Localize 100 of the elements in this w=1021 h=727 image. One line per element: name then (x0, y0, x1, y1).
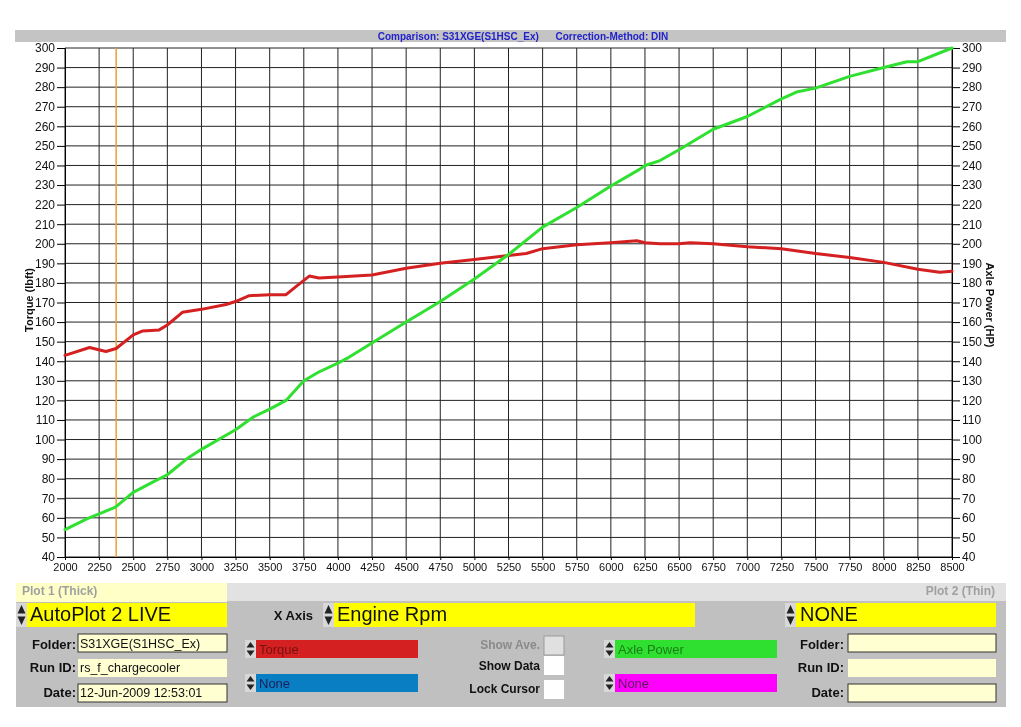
y-tick-label: 260 (34, 119, 56, 134)
text: Torque (259, 642, 299, 657)
y-tick-label: 210 (34, 217, 56, 232)
y2-tick-label: 70 (962, 491, 976, 506)
y2-tick-label: 300 (962, 41, 983, 56)
x-tick-label: 8250 (906, 560, 931, 573)
y2-tick-label: 90 (962, 452, 976, 467)
y-tick-label: 130 (34, 374, 56, 389)
text: Run ID: (797, 660, 844, 675)
x-tick-label: 4750 (428, 560, 454, 573)
y-tick-label: 50 (41, 530, 56, 545)
text: NONE (800, 603, 858, 625)
y2-tick-label: 230 (962, 178, 983, 193)
y-tick-label: 240 (34, 158, 56, 173)
text: AutoPlot 2 LIVE (30, 603, 172, 625)
x-tick-label: 8000 (872, 560, 897, 573)
text: Folder: (799, 637, 844, 652)
y2-tick-label: 80 (962, 472, 976, 487)
text: None (618, 676, 650, 691)
text: Folder: (31, 637, 76, 652)
x-tick-label: 3000 (189, 560, 215, 573)
y-tick-label: 70 (41, 491, 56, 506)
y2-tick-label: 210 (962, 217, 983, 232)
y2-tick-label: 100 (962, 432, 983, 447)
y-tick-label: 290 (34, 60, 56, 75)
x-tick-label: 5500 (530, 560, 556, 573)
text: rs_f_chargecooler (80, 661, 181, 675)
x-tick-label: 7750 (837, 560, 863, 573)
y-tick-label: 280 (34, 80, 56, 95)
y-tick-label: 200 (34, 237, 56, 252)
y2-tick-label: 200 (962, 237, 983, 252)
y2-tick-label: 220 (962, 197, 983, 212)
text: X Axis (273, 608, 313, 623)
y-tick-label: 300 (34, 41, 56, 56)
x-tick-label: 5250 (496, 560, 522, 573)
x-tick-label: 3250 (223, 560, 249, 573)
x-axis-title: Engine Rpm (337, 603, 448, 625)
y2-tick-label: 190 (962, 256, 983, 271)
y2-axis-title: Axle Power (HP) (984, 262, 996, 348)
text: Date: (43, 685, 76, 700)
chart-subtitle: Comparison: S31XGE(S1HSC_Ex) Correction-Method: DIN (377, 30, 669, 42)
y2-tick-label: 170 (962, 295, 983, 310)
text: Show Data (478, 659, 541, 673)
y2-tick-label: 60 (962, 511, 976, 526)
text: 12-Jun-2009 12:53:01 (80, 686, 203, 700)
x-tick-label: 8500 (940, 560, 965, 573)
y-axis-title: Torque (lbft) (23, 267, 35, 332)
x-tick-label: 5750 (564, 560, 590, 573)
x-tick-label: 7250 (769, 560, 795, 573)
y2-tick-label: 260 (962, 119, 983, 134)
y2-tick-label: 110 (962, 413, 982, 428)
y-tick-label: 60 (41, 511, 56, 526)
x-tick-label: 2500 (121, 560, 146, 573)
y-tick-label: 180 (34, 276, 56, 291)
y2-tick-label: 160 (962, 315, 983, 330)
x-tick-label: 6250 (633, 560, 658, 573)
text: Run ID: (29, 660, 76, 675)
text: Plot 1 (Thick) (22, 584, 98, 598)
y2-tick-label: 130 (962, 374, 983, 389)
y2-tick-label: 120 (962, 393, 983, 408)
x-tick-label: 2250 (87, 560, 112, 573)
x-tick-label: 2750 (155, 560, 181, 573)
y2-tick-label: 140 (962, 354, 983, 369)
x-tick-label: 4000 (326, 560, 351, 573)
x-tick-label: 3500 (257, 560, 283, 573)
text: None (259, 676, 291, 691)
y2-tick-label: 50 (962, 530, 976, 545)
y2-tick-label: 280 (962, 80, 983, 95)
y-tick-label: 230 (34, 178, 56, 193)
x-tick-label: 4250 (360, 560, 385, 573)
x-tick-label: 6750 (701, 560, 726, 573)
y2-tick-label: 250 (962, 139, 983, 154)
text: Plot 2 (Thin) (925, 584, 995, 598)
y2-tick-label: 180 (962, 276, 983, 291)
x-tick-label: 5000 (462, 560, 488, 573)
x-tick-label: 4500 (394, 560, 419, 573)
y2-tick-label: 240 (962, 158, 983, 173)
y-tick-label: 120 (34, 393, 56, 408)
text: Axle Power (618, 642, 685, 657)
y-tick-label: 250 (34, 139, 56, 154)
x-tick-label: 3750 (292, 560, 317, 573)
x-tick-label: 7000 (735, 560, 761, 573)
y-tick-label: 90 (41, 452, 56, 467)
y-tick-label: 190 (34, 256, 56, 271)
y-tick-label: 170 (34, 295, 56, 310)
x-tick-label: 2000 (53, 560, 78, 573)
text: S31XGE(S1HSC_Ex) (80, 637, 201, 651)
y2-tick-label: 270 (962, 100, 983, 115)
y-tick-label: 140 (34, 354, 56, 369)
y-tick-label: 220 (34, 197, 56, 212)
text: Lock Cursor (469, 682, 541, 696)
y-tick-label: 160 (34, 315, 56, 330)
y-tick-label: 110 (35, 413, 56, 428)
x-tick-label: 6000 (599, 560, 624, 573)
y-tick-label: 150 (34, 334, 56, 349)
y-tick-label: 80 (41, 472, 56, 487)
y2-tick-label: 150 (962, 334, 983, 349)
y-tick-label: 100 (34, 432, 56, 447)
line-series (63, 239, 954, 357)
y-tick-label: 270 (34, 100, 56, 115)
